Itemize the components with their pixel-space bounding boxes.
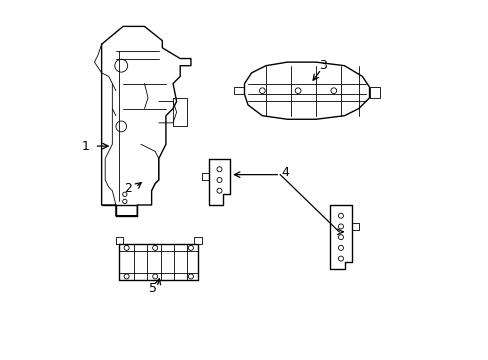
Text: 2: 2 — [124, 183, 132, 195]
Text: 1: 1 — [81, 140, 89, 153]
Text: 4: 4 — [281, 166, 289, 179]
Text: 3: 3 — [319, 59, 326, 72]
Text: 5: 5 — [149, 283, 157, 296]
